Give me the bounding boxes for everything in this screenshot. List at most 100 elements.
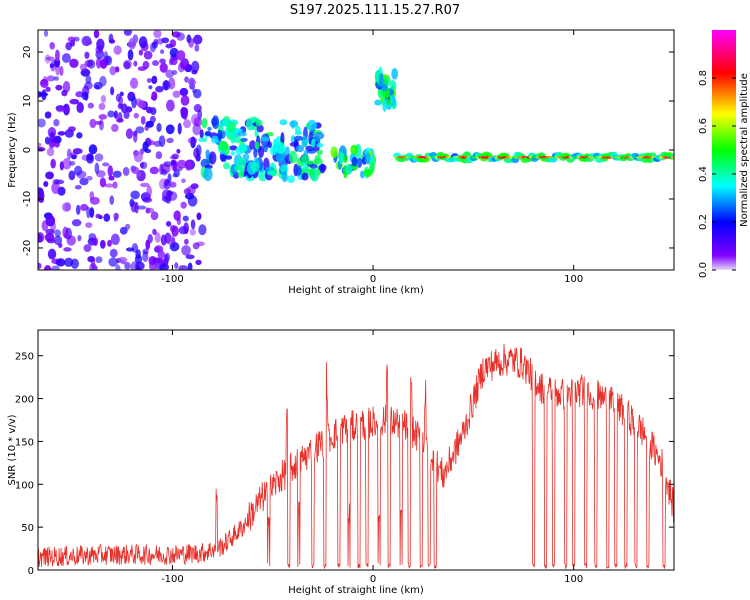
colorbar-gradient — [712, 30, 736, 270]
heatmap-cell — [88, 144, 98, 155]
heatmap-cell — [272, 138, 278, 152]
heatmap-cell — [187, 262, 193, 270]
heatmap-cell — [76, 170, 87, 179]
heatmap-cell — [151, 91, 158, 101]
heatmap-cell — [109, 66, 117, 76]
heatmap-cell — [198, 137, 208, 143]
heatmap-cell — [234, 164, 240, 172]
heatmap-cell — [94, 162, 100, 174]
heatmap-cell — [93, 237, 98, 247]
heatmap-cell — [154, 232, 161, 243]
heatmap-cell — [80, 203, 89, 212]
heatmap-cell — [112, 170, 122, 178]
heatmap-cell — [125, 106, 133, 113]
heatmap-cell — [47, 248, 57, 260]
heatmap-cell — [152, 60, 160, 67]
heatmap-cell — [313, 157, 323, 165]
heatmap-cell — [123, 61, 131, 70]
heatmap-cell — [83, 244, 92, 253]
heatmap-cell — [151, 75, 158, 85]
heatmap-cell — [260, 136, 270, 142]
heatmap-cell — [87, 59, 96, 69]
heatmap-cell — [381, 84, 387, 92]
heatmap-cell — [183, 188, 191, 195]
heatmap-cell — [108, 39, 116, 44]
heatmap-cell — [110, 86, 115, 96]
heatmap-cell — [159, 62, 168, 73]
heatmap-cell — [59, 65, 64, 76]
heatmap-cell — [314, 132, 325, 140]
heatmap-cell — [290, 134, 296, 144]
heatmap-cell — [258, 145, 265, 158]
heatmap-cell — [95, 256, 103, 264]
heatmap-cell — [76, 132, 83, 139]
colorbar-tick-label: 0.8 — [698, 70, 709, 86]
heatmap-cell — [128, 38, 137, 50]
heatmap-cell — [152, 228, 157, 235]
heatmap-cell — [307, 168, 315, 176]
heatmap-cell — [276, 141, 286, 154]
heatmap-cell — [142, 197, 153, 203]
heatmap-cell — [38, 142, 42, 148]
heatmap-cell — [49, 131, 56, 143]
heatmap-cell — [135, 126, 145, 134]
heatmap-cell — [171, 225, 179, 237]
heatmap-cell — [240, 137, 248, 143]
heatmap-cell — [98, 102, 106, 111]
spectrogram-xlabel: Height of straight line (km) — [288, 285, 424, 296]
heatmap-cell — [51, 182, 61, 194]
heatmap-cell — [71, 219, 82, 227]
heatmap-cell — [191, 60, 200, 73]
heatmap-cell — [54, 49, 60, 62]
heatmap-cell — [181, 178, 186, 184]
heatmap-cell — [111, 123, 119, 132]
heatmap-cell — [135, 266, 141, 270]
heatmap-cell — [99, 75, 107, 87]
heatmap-cell — [163, 161, 172, 168]
heatmap-cell — [146, 78, 152, 83]
snr-ylabel: SNR (10 * v/v) — [7, 414, 18, 485]
heatmap-cell — [45, 86, 51, 92]
heatmap-cell — [319, 163, 326, 174]
heatmap-cell — [68, 170, 76, 181]
snr-ytick-label: 250 — [15, 352, 34, 363]
heatmap-cell — [184, 192, 195, 200]
heatmap-cell — [105, 55, 113, 66]
heatmap-cell — [378, 73, 384, 88]
heatmap-cell — [160, 234, 167, 246]
heatmap-cell — [237, 131, 247, 137]
heatmap-cell — [125, 247, 135, 252]
heatmap-cell — [63, 103, 70, 116]
heatmap-cell — [279, 119, 288, 126]
heatmap-cell — [125, 128, 134, 139]
heatmap-cell — [61, 53, 71, 63]
heatmap-cell — [165, 124, 175, 135]
heatmap-cell — [113, 45, 122, 55]
heatmap-cell — [208, 151, 217, 165]
heatmap-cell — [133, 60, 138, 67]
spectrogram-ytick-label: -20 — [22, 240, 33, 256]
heatmap-cell — [165, 221, 172, 227]
heatmap-cell — [187, 79, 197, 86]
heatmap-cell — [176, 217, 182, 226]
heatmap-cell — [180, 95, 190, 106]
heatmap-cell — [95, 213, 101, 219]
snr-plot-area — [38, 343, 674, 570]
heatmap-cell — [288, 150, 298, 164]
snr-frame — [37, 329, 675, 571]
heatmap-cell — [176, 50, 186, 61]
heatmap-cell — [188, 37, 195, 48]
heatmap-cell — [143, 50, 153, 60]
heatmap-cell — [112, 181, 118, 189]
heatmap-cell — [155, 85, 164, 93]
heatmap-cell — [77, 234, 82, 242]
heatmap-cell — [84, 51, 90, 59]
heatmap-cell — [157, 37, 164, 45]
heatmap-cell — [256, 124, 264, 133]
heatmap-cell — [50, 158, 56, 169]
heatmap-cell — [129, 77, 139, 89]
heatmap-cell — [108, 175, 115, 181]
heatmap-cell — [351, 156, 358, 167]
heatmap-cell — [156, 257, 165, 266]
